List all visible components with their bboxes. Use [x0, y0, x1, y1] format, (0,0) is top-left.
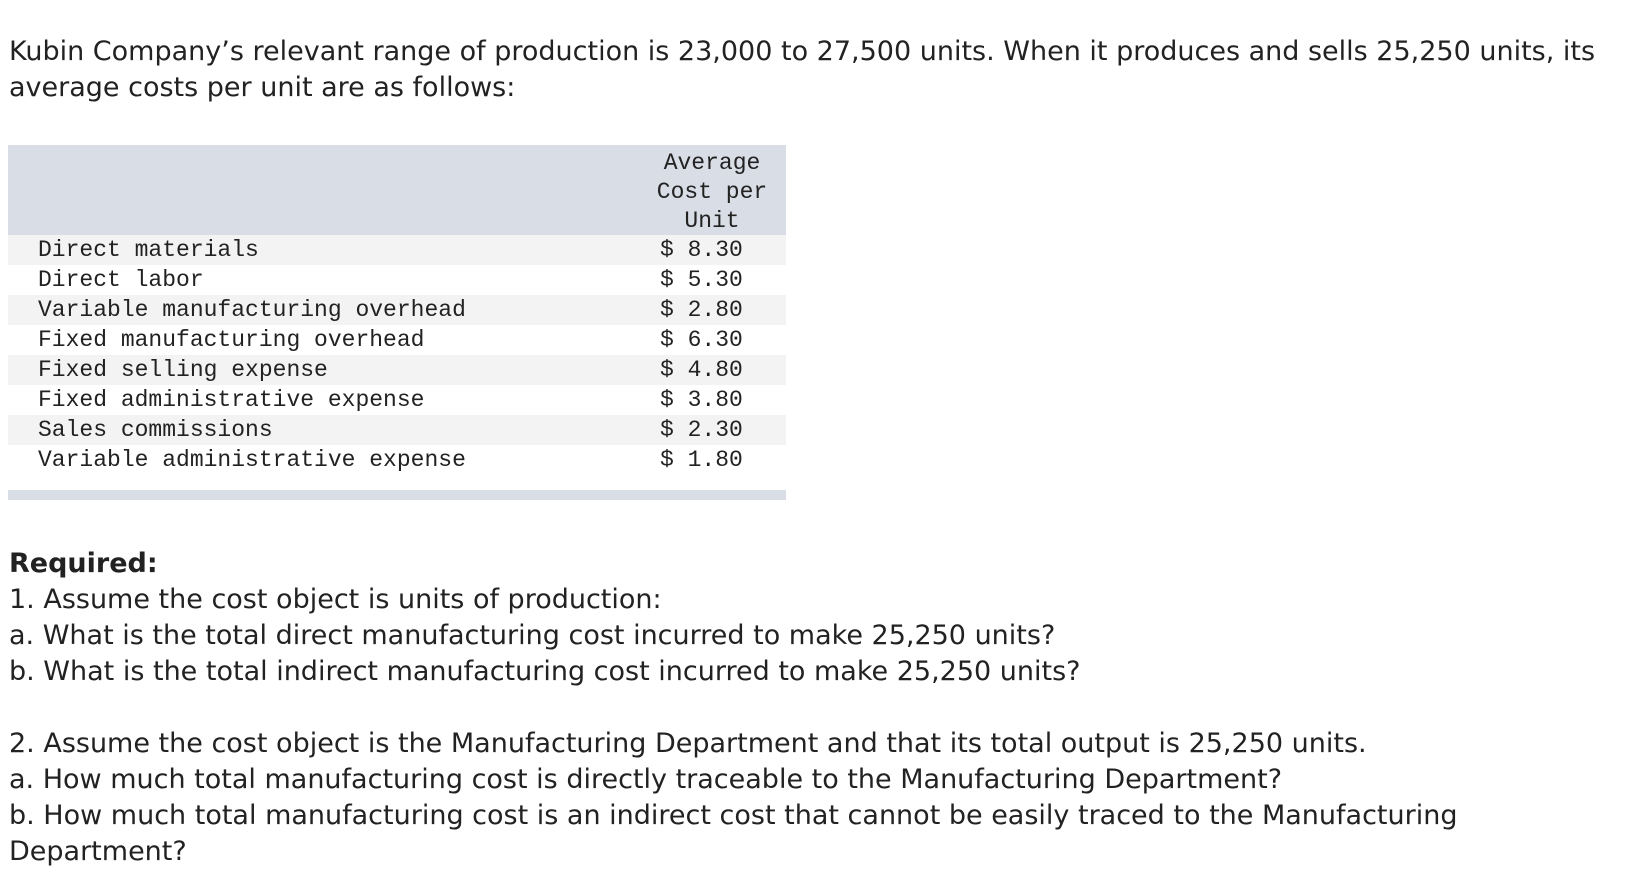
table-row: Fixed administrative expense $ 3.80	[8, 385, 786, 415]
row-label: Variable manufacturing overhead	[38, 297, 466, 323]
row-value: $ 6.30	[660, 327, 743, 353]
spacer	[9, 690, 1529, 726]
question-line: b. What is the total indirect manufactur…	[9, 656, 1081, 687]
table-row: Fixed manufacturing overhead $ 6.30	[8, 325, 786, 355]
row-label: Fixed manufacturing overhead	[38, 327, 425, 353]
row-value: $ 3.80	[660, 387, 743, 413]
row-label: Fixed administrative expense	[38, 387, 425, 413]
row-label: Sales commissions	[38, 417, 273, 443]
row-label: Variable administrative expense	[38, 447, 466, 473]
row-value: $ 2.30	[660, 417, 743, 443]
row-value: $ 5.30	[660, 267, 743, 293]
row-value: $ 1.80	[660, 447, 743, 473]
row-label: Direct labor	[38, 267, 204, 293]
row-value: $ 4.80	[660, 357, 743, 383]
table-row: Fixed selling expense $ 4.80	[8, 355, 786, 385]
table-header: Average Cost per Unit	[8, 145, 786, 235]
row-value: $ 2.80	[660, 297, 743, 323]
table-row: Sales commissions $ 2.30	[8, 415, 786, 445]
row-label: Fixed selling expense	[38, 357, 328, 383]
question-line: b. How much total manufacturing cost is …	[9, 800, 1458, 867]
table-row: Variable administrative expense $ 1.80	[8, 445, 786, 475]
question-line: 2. Assume the cost object is the Manufac…	[9, 728, 1367, 759]
question-group: 2. Assume the cost object is the Manufac…	[9, 726, 1529, 870]
table-body: Direct materials $ 8.30 Direct labor $ 5.30…	[8, 235, 786, 475]
question-line: a. What is the total direct manufacturin…	[9, 620, 1056, 651]
intro-text: Kubin Company’s relevant range of produc…	[9, 36, 1596, 103]
required-section: Required: 1. Assume the cost object is u…	[9, 546, 1529, 870]
table-footer	[8, 490, 786, 500]
question-line: 1. Assume the cost object is units of pr…	[9, 584, 662, 615]
row-label: Direct materials	[38, 237, 259, 263]
cost-table: Average Cost per Unit Direct materials $ …	[8, 145, 786, 500]
question-group: 1. Assume the cost object is units of pr…	[9, 582, 1529, 690]
table-row: Variable manufacturing overhead $ 2.80	[8, 295, 786, 325]
table-row: Direct materials $ 8.30	[8, 235, 786, 265]
header-cell: Average Cost per Unit	[656, 150, 768, 234]
table-row: Direct labor $ 5.30	[8, 265, 786, 295]
question-line: a. How much total manufacturing cost is …	[9, 764, 1283, 795]
required-heading: Required:	[9, 548, 158, 579]
row-value: $ 8.30	[660, 237, 743, 263]
